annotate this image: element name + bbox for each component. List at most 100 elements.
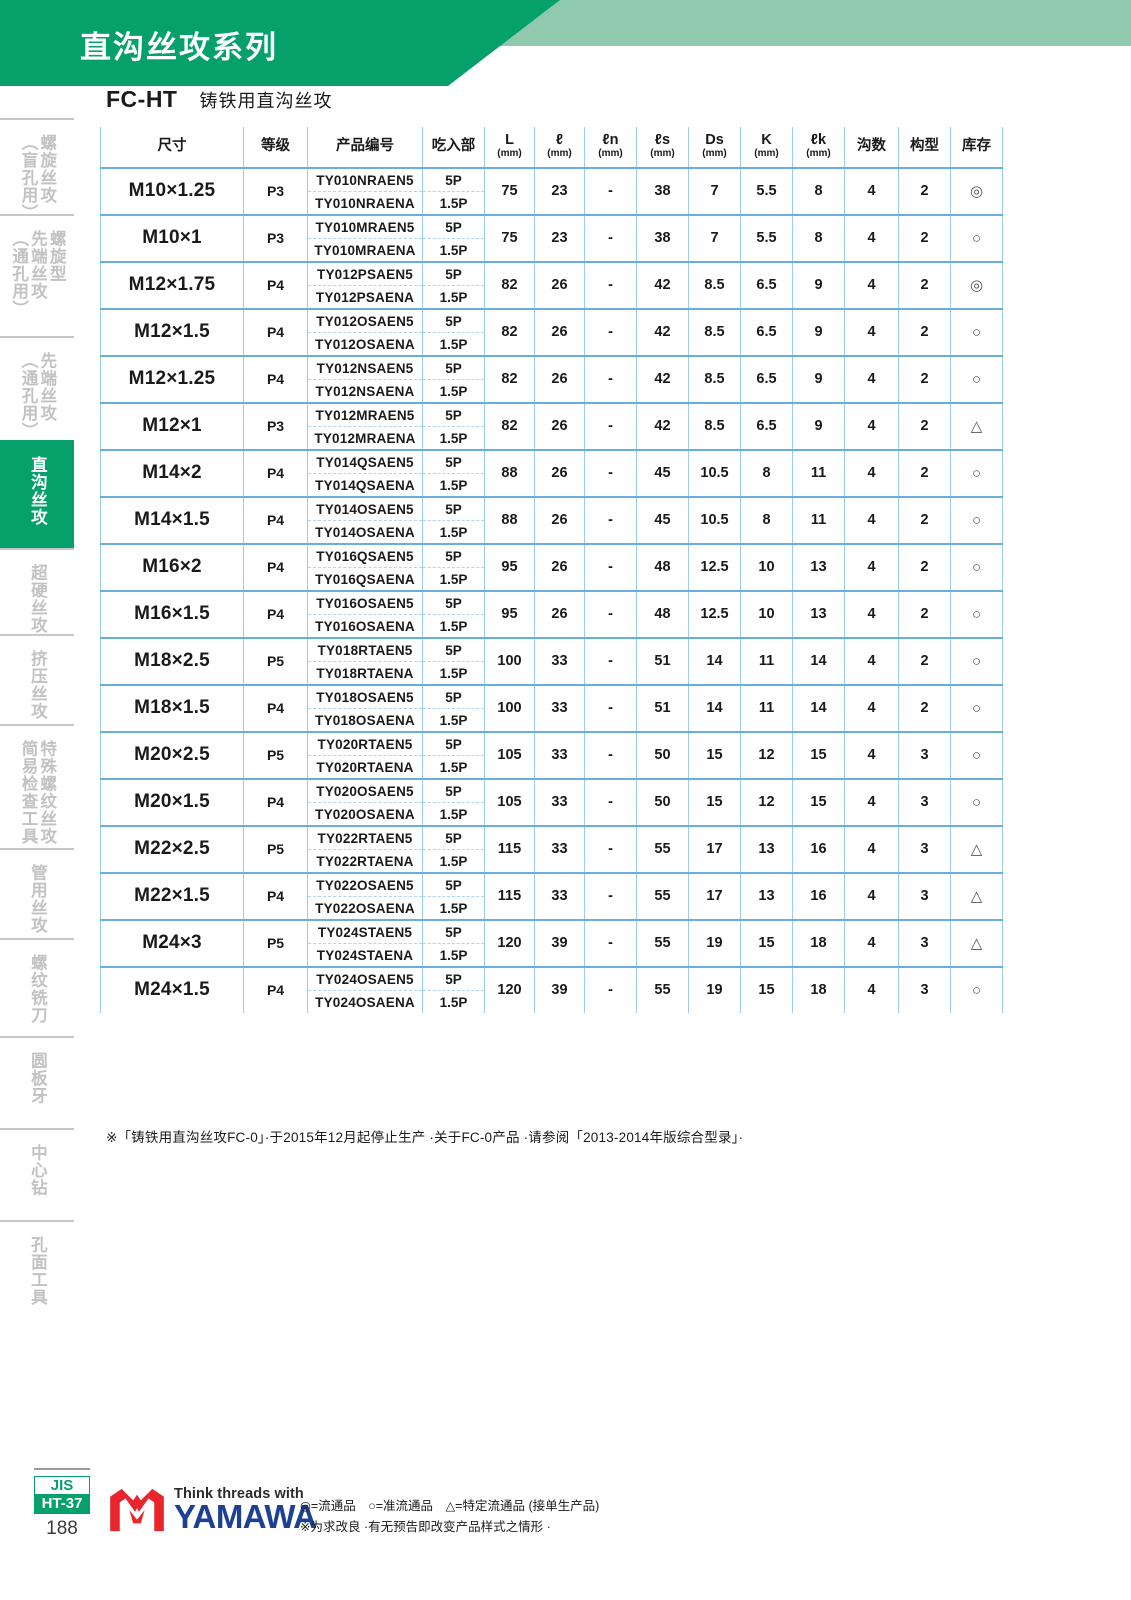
cell-grade: P4 xyxy=(243,543,308,591)
cell-grade: P4 xyxy=(243,966,308,1013)
cell-chamfer: 5P xyxy=(422,966,485,991)
cell-K: 6.5 xyxy=(740,355,793,403)
cell-lk: 13 xyxy=(792,543,845,591)
sidebar-item-label: 管用丝攻 xyxy=(28,864,47,934)
cell-stock: ◎ xyxy=(950,261,1003,309)
cell-product-code: TY024OSAENA xyxy=(307,990,423,1013)
cell-stock: ○ xyxy=(950,355,1003,403)
table-row: M16×2 P4 TY016QSAEN5 5P 95 26-48 12.5 10 13 4 2 ○ xyxy=(100,543,1003,591)
sidebar-item-11[interactable]: 孔面工具 xyxy=(0,1220,74,1312)
cell-grade: P3 xyxy=(243,214,308,262)
cell-ls: 55 xyxy=(636,966,689,1013)
cell-grade: P4 xyxy=(243,496,308,544)
cell-ls: 42 xyxy=(636,355,689,403)
cell-K: 11 xyxy=(740,684,793,732)
cell-ls: 50 xyxy=(636,731,689,779)
cell-Ds: 10.5 xyxy=(688,496,741,544)
table-row: M16×1.5 P4 TY016OSAEN5 5P 95 26-48 12.5 10 13 4 2 ○ xyxy=(100,590,1003,638)
cell-chamfer: 1.5P xyxy=(422,755,485,779)
column-header-1: 等级 xyxy=(243,127,308,169)
cell-L: 95 xyxy=(484,590,535,638)
sidebar-item-1[interactable]: 螺旋型 先端丝攻 （通孔用） xyxy=(0,214,74,336)
cell-chamfer: 5P xyxy=(422,731,485,756)
sidebar-item-5[interactable]: 挤压丝攻 xyxy=(0,634,74,724)
sidebar-item-0[interactable]: 螺旋丝攻 （盲孔用） xyxy=(0,118,74,222)
cell-product-code: TY018OSAENA xyxy=(307,708,423,732)
table-row: M20×1.5 P4 TY020OSAEN5 5P 105 33-50 15 12 15 4 3 ○ xyxy=(100,778,1003,826)
cell-Ds: 12.5 xyxy=(688,543,741,591)
cell-ln: - xyxy=(584,872,637,920)
sidebar-item-8[interactable]: 螺纹铣刀 xyxy=(0,938,74,1036)
table-header-row: 尺寸 等级 产品编号 吃入部 L (mm) ℓ (mm) ℓn (mm) ℓs (mm) Ds (mm) K… xyxy=(100,127,1003,169)
cell-ln: - xyxy=(584,637,637,685)
stock-symbol-icon: △ xyxy=(970,934,983,952)
cell-product-code: TY010MRAEN5 xyxy=(307,214,423,239)
cell-chamfer: 5P xyxy=(422,496,485,521)
cell-L: 82 xyxy=(484,402,535,450)
cell-chamfer: 5P xyxy=(422,261,485,286)
category-sidebar[interactable]: 螺旋丝攻 （盲孔用） 螺旋型 先端丝攻 （通孔用） 先端丝攻 （通孔用） 直沟丝攻超硬… xyxy=(0,118,74,1312)
cell-shape: 2 xyxy=(898,449,951,497)
sidebar-item-7[interactable]: 管用丝攻 xyxy=(0,848,74,938)
page-header: 直沟丝攻系列 xyxy=(0,0,1131,90)
cell-size: M14×1.5 xyxy=(100,496,244,544)
table-row: M24×3 P5 TY024STAEN5 5P 120 39-55 19 15 18 4 3 △ xyxy=(100,919,1003,967)
cell-size: M10×1 xyxy=(100,214,244,262)
cell-stock: ○ xyxy=(950,543,1003,591)
sidebar-item-label: 螺旋丝攻 （盲孔用） xyxy=(19,134,56,222)
section-name: 铸铁用直沟丝攻 xyxy=(199,91,333,111)
cell-size: M20×1.5 xyxy=(100,778,244,826)
sidebar-item-9[interactable]: 圆板牙 xyxy=(0,1036,74,1128)
stock-symbol-icon: ○ xyxy=(971,464,982,482)
cell-product-code: TY022RTAENA xyxy=(307,849,423,873)
cell-size: M18×2.5 xyxy=(100,637,244,685)
cell-l: 33 xyxy=(534,825,585,873)
sidebar-item-10[interactable]: 中心钻 xyxy=(0,1128,74,1220)
cell-grade: P3 xyxy=(243,402,308,450)
cell-flutes: 4 xyxy=(844,919,899,967)
cell-lk: 14 xyxy=(792,684,845,732)
cell-Ds: 8.5 xyxy=(688,308,741,356)
cell-stock: ○ xyxy=(950,308,1003,356)
stock-symbol-icon: △ xyxy=(970,840,983,858)
cell-Ds: 10.5 xyxy=(688,449,741,497)
sidebar-item-6[interactable]: 特殊螺纹丝攻 简易检查工具 xyxy=(0,724,74,848)
cell-lk: 9 xyxy=(792,261,845,309)
cell-flutes: 4 xyxy=(844,402,899,450)
table-row: M10×1.25 P3 TY010NRAEN5 5P 75 23-38 7 5.5 8 4 2 ◎ xyxy=(100,167,1003,215)
table-row: TY012OSAENA 1.5P xyxy=(101,332,1003,356)
cell-grade: P4 xyxy=(243,684,308,732)
stock-symbol-icon: ◎ xyxy=(969,182,984,200)
cell-L: 95 xyxy=(484,543,535,591)
column-header-3: 吃入部 xyxy=(422,127,485,169)
cell-shape: 2 xyxy=(898,355,951,403)
sidebar-item-4[interactable]: 超硬丝攻 xyxy=(0,548,74,634)
cell-chamfer: 5P xyxy=(422,590,485,615)
sidebar-item-label: 直沟丝攻 xyxy=(28,456,47,526)
cell-lk: 15 xyxy=(792,731,845,779)
cell-Ds: 15 xyxy=(688,731,741,779)
sidebar-item-label: 挤压丝攻 xyxy=(28,650,47,720)
cell-chamfer: 1.5P xyxy=(422,802,485,826)
cell-size: M22×2.5 xyxy=(100,825,244,873)
cell-shape: 2 xyxy=(898,590,951,638)
table-row: TY016QSAENA 1.5P xyxy=(101,567,1003,591)
stock-symbol-icon: ◎ xyxy=(969,276,984,294)
cell-size: M18×1.5 xyxy=(100,684,244,732)
cell-K: 5.5 xyxy=(740,214,793,262)
column-header-5: ℓ (mm) xyxy=(534,127,585,169)
jis-code: HT-37 xyxy=(34,1495,90,1515)
yamawa-logo-icon xyxy=(110,1488,164,1531)
cell-stock: ○ xyxy=(950,778,1003,826)
table-row: TY018RTAENA 1.5P xyxy=(101,661,1003,685)
sidebar-item-2[interactable]: 先端丝攻 （通孔用） xyxy=(0,336,74,440)
cell-chamfer: 1.5P xyxy=(422,238,485,262)
cell-K: 6.5 xyxy=(740,308,793,356)
cell-lk: 14 xyxy=(792,637,845,685)
table-row: TY024STAENA 1.5P xyxy=(101,943,1003,967)
cell-l: 26 xyxy=(534,402,585,450)
stock-symbol-icon: ○ xyxy=(971,605,982,623)
sidebar-item-3[interactable]: 直沟丝攻 xyxy=(0,440,74,548)
table-row: TY022RTAENA 1.5P xyxy=(101,849,1003,873)
cell-flutes: 4 xyxy=(844,966,899,1013)
